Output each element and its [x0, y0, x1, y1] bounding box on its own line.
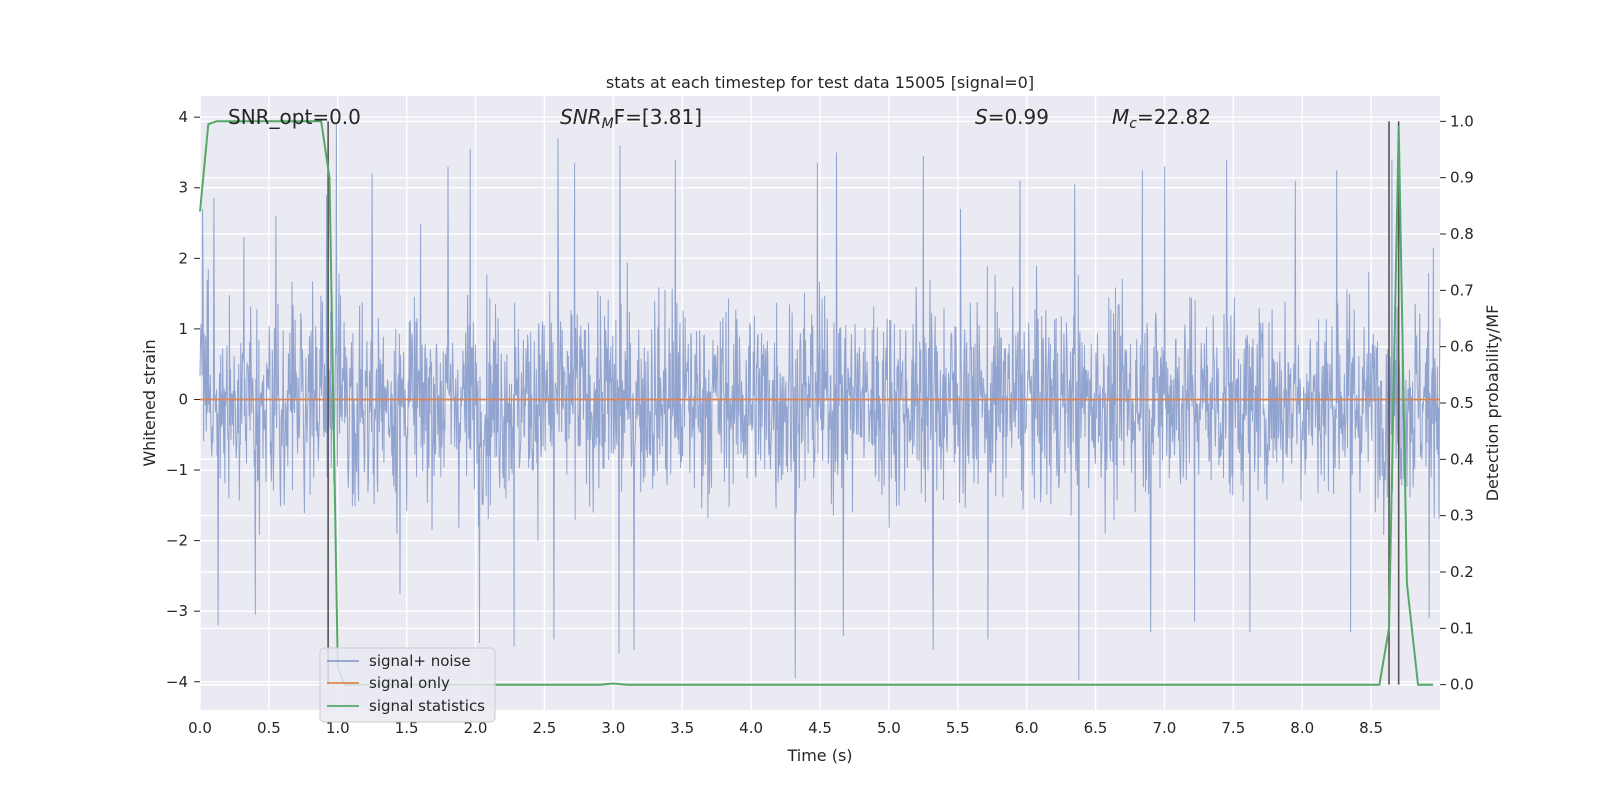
y-right-tick-label: 0.6: [1450, 338, 1474, 356]
y-left-tick-label: 1: [178, 320, 188, 338]
y-right-tick-label: 0.4: [1450, 450, 1474, 468]
y-right-axis-label: Detection probability/MF: [1483, 305, 1502, 502]
x-tick-label: 5.5: [946, 719, 970, 737]
x-tick-label: 2.5: [533, 719, 557, 737]
x-tick-label: 4.0: [739, 719, 763, 737]
y-right-tick-label: 0.0: [1450, 676, 1474, 694]
y-right-tick-label: 0.2: [1450, 563, 1474, 581]
y-left-axis-label: Whitened strain: [140, 339, 159, 466]
x-tick-label: 8.5: [1359, 719, 1383, 737]
x-tick-label: 6.5: [1084, 719, 1108, 737]
y-right-tick-label: 0.5: [1450, 394, 1474, 412]
chart-title: stats at each timestep for test data 150…: [606, 73, 1034, 92]
x-tick-label: 8.0: [1290, 719, 1314, 737]
x-tick-label: 7.5: [1221, 719, 1245, 737]
y-right-tick-label: 0.7: [1450, 281, 1474, 299]
annotation-snr-mf: SNRMF=[3.81]: [560, 105, 702, 132]
series-line-signal-statistics: [199, 120, 1434, 686]
annotation-mc: Mc=22.82: [1112, 105, 1211, 132]
x-tick-label: 1.5: [395, 719, 419, 737]
signal-statistics-series: [199, 120, 1434, 686]
x-tick-label: 0.0: [188, 719, 212, 737]
annotation-snr-opt: SNR_opt=0.0: [228, 105, 361, 129]
x-tick-label: 7.0: [1153, 719, 1177, 737]
y-left-tick-label: −3: [166, 602, 188, 620]
x-axis-ticks: 0.0 0.5 1.0 1.5 2.0 2.5 3.0 3.5 4.0 4.5 5.0 5.5 6.0 6…: [188, 719, 1383, 737]
y-right-tick-label: 0.3: [1450, 507, 1474, 525]
annotation-s: S=0.99: [975, 105, 1049, 129]
x-axis-label: Time (s): [786, 746, 852, 765]
y-left-tick-label: −2: [166, 532, 188, 550]
y-right-tick-label: 0.1: [1450, 619, 1474, 637]
x-tick-label: 4.5: [808, 719, 832, 737]
series-line-signal-noise: [199, 124, 1441, 681]
y-right-axis-ticks: 1.0 0.9 0.8 0.7 0.6 0.5 0.4 0.3 0.2 0.1 0.0: [1440, 112, 1474, 694]
y-left-tick-label: 3: [178, 179, 188, 197]
signal-noise-series: [199, 124, 1441, 681]
y-left-tick-label: 4: [178, 108, 188, 126]
legend-box: [319, 647, 496, 723]
y-right-tick-label: 1.0: [1450, 112, 1474, 130]
legend-label-signal-noise: signal+ noise: [369, 652, 471, 670]
x-tick-label: 1.0: [326, 719, 350, 737]
legend-label-signal-only: signal only: [369, 674, 450, 692]
y-right-tick-label: 0.9: [1450, 169, 1474, 187]
x-tick-label: 6.0: [1015, 719, 1039, 737]
x-tick-label: 3.0: [601, 719, 625, 737]
x-tick-label: 0.5: [257, 719, 281, 737]
y-left-tick-label: −4: [166, 673, 188, 691]
y-right-tick-label: 0.8: [1450, 225, 1474, 243]
x-tick-label: 5.0: [877, 719, 901, 737]
y-left-tick-label: 2: [178, 249, 188, 267]
x-tick-label: 2.0: [464, 719, 488, 737]
y-left-axis-ticks: 4 3 2 1 0 −1 −2 −3 −4: [166, 108, 200, 691]
x-tick-label: 3.5: [670, 719, 694, 737]
y-left-tick-label: 0: [178, 390, 188, 408]
legend-label-signal-statistics: signal statistics: [369, 697, 485, 715]
legend: signal+ noise signal only signal statist…: [319, 647, 496, 723]
y-left-tick-label: −1: [166, 461, 188, 479]
